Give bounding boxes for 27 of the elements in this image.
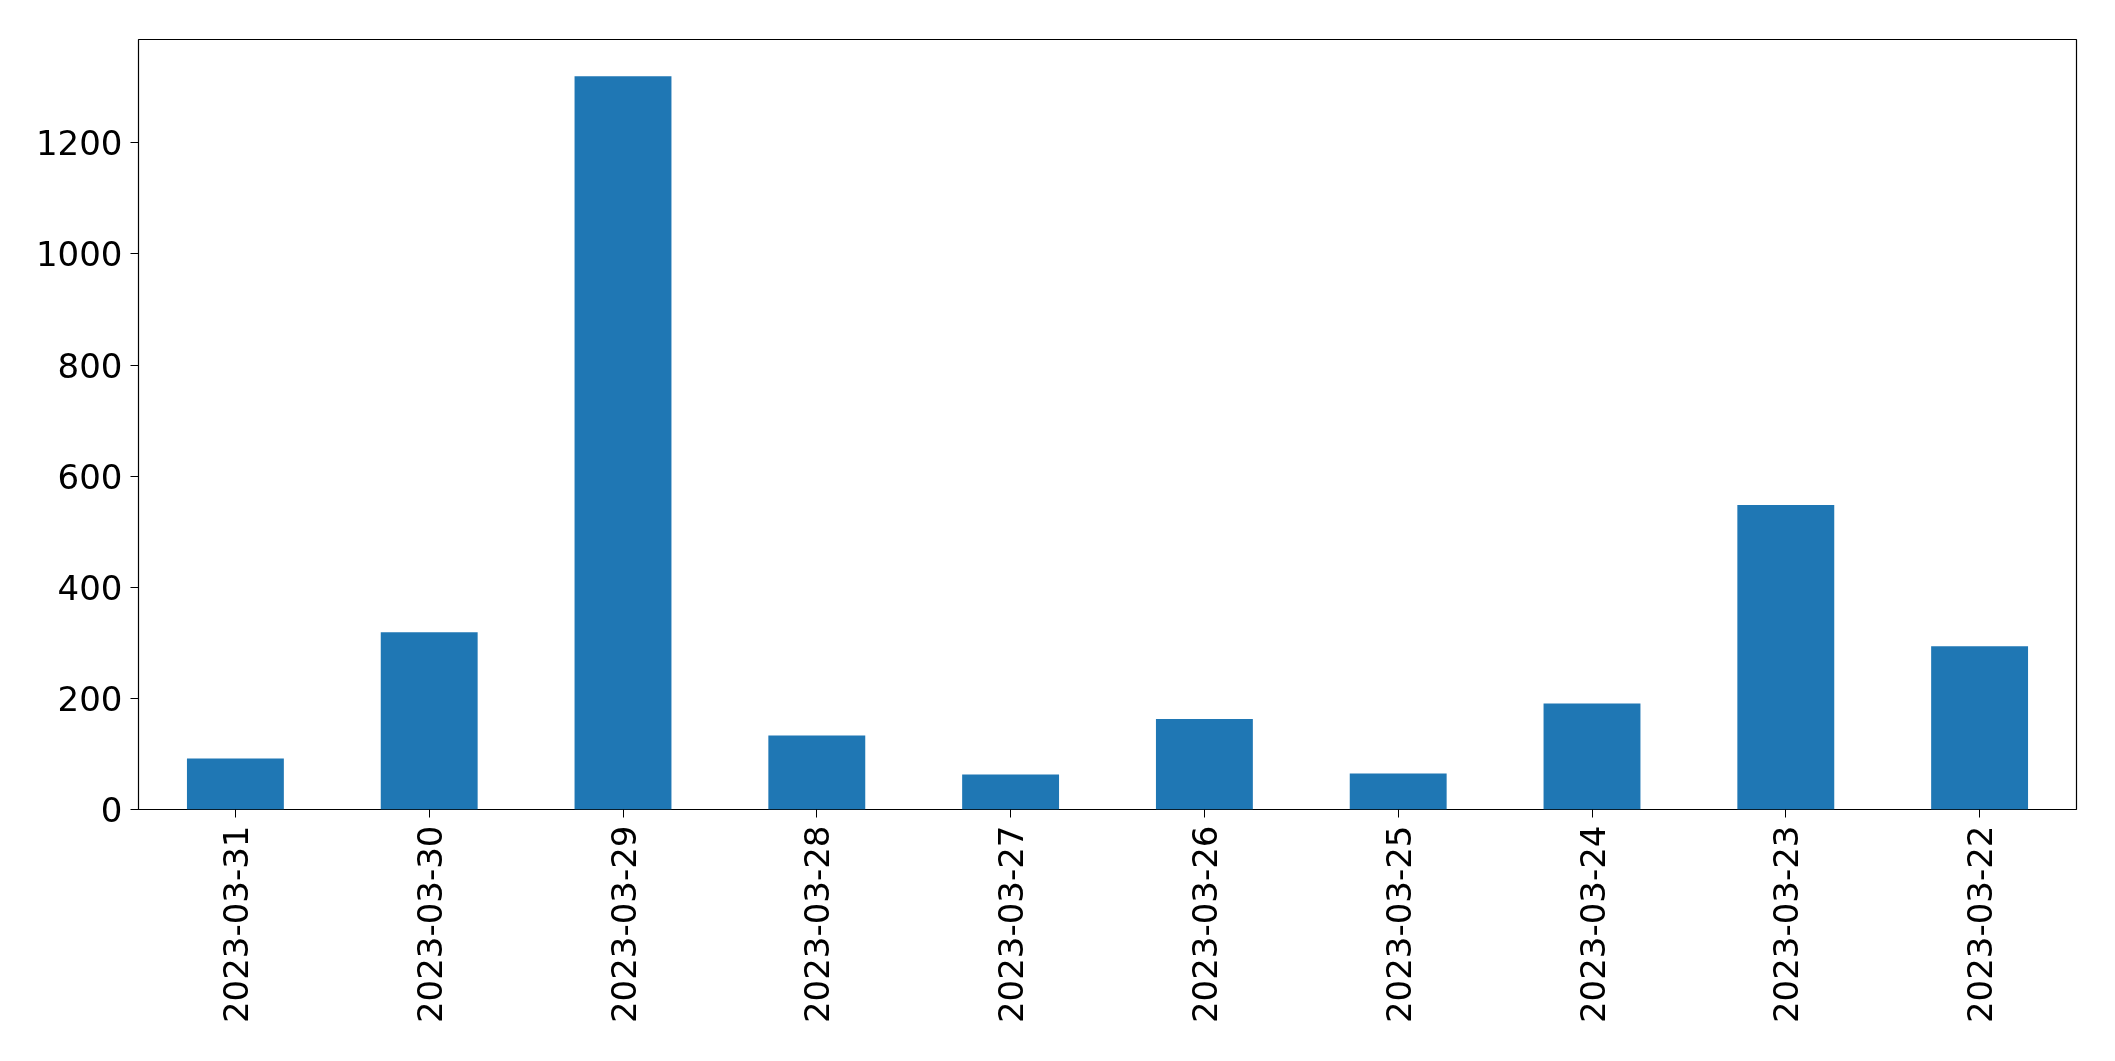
y-tick-label: 800 [57, 345, 123, 386]
y-tick-label: 200 [57, 678, 123, 719]
y-tick-label: 0 [100, 790, 123, 830]
x-tick-label: 2023-03-23 [1766, 825, 1807, 1024]
y-tick-label: 1000 [35, 234, 123, 275]
bar [380, 632, 478, 810]
bar [1737, 505, 1835, 810]
x-tick-label: 2023-03-26 [1184, 825, 1225, 1024]
x-tick-label: 2023-03-25 [1378, 825, 1419, 1024]
bar [1931, 646, 2029, 810]
bar [1349, 773, 1447, 810]
bar [1155, 718, 1253, 810]
bar [962, 774, 1060, 810]
y-tick-label: 600 [57, 456, 123, 497]
x-tick-label: 2023-03-28 [797, 825, 838, 1024]
x-tick-label: 2023-03-22 [1960, 825, 2001, 1024]
y-tick-label: 1200 [35, 123, 123, 164]
bar [186, 758, 284, 810]
x-tick-label: 2023-03-24 [1572, 825, 1613, 1024]
x-tick-label: 2023-03-27 [991, 825, 1032, 1024]
x-tick-label: 2023-03-30 [409, 825, 450, 1024]
x-tick-label: 2023-03-29 [603, 825, 644, 1024]
x-tick-label: 2023-03-31 [215, 825, 256, 1024]
y-tick-label: 400 [57, 567, 123, 608]
bar [1543, 703, 1641, 810]
bar [574, 76, 672, 810]
bar [768, 735, 866, 810]
